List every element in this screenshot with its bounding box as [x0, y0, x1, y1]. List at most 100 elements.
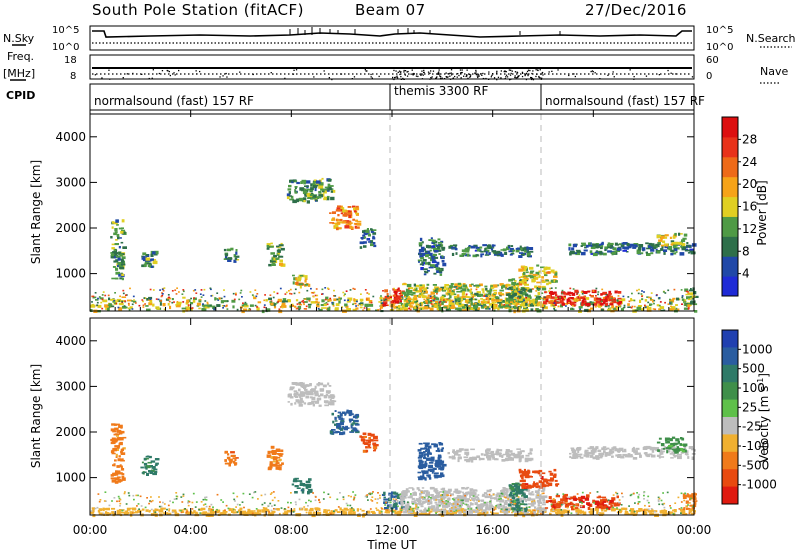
- scatter-cell-18: [691, 297, 694, 300]
- scatter-cell-10: [488, 291, 492, 294]
- scatter-cell-16: [648, 242, 652, 246]
- scatter-cell-10: [407, 490, 410, 493]
- scatter-cell-5: [308, 490, 313, 493]
- scatter-cell-0: [494, 512, 499, 515]
- scatter-cell-16: [611, 251, 616, 255]
- ground-scatter-cell: [293, 292, 296, 295]
- scatter-cell-10: [506, 509, 511, 512]
- velocity-marks: [90, 382, 698, 518]
- scatter-cell-15: [480, 457, 485, 461]
- scatter-cell-17: [660, 443, 665, 447]
- nave-dot: [590, 70, 592, 73]
- ground-scatter-cell: [690, 297, 693, 300]
- nave-dot: [504, 70, 506, 72]
- scatter-cell-2: [144, 471, 147, 473]
- ground-scatter-cell: [285, 291, 288, 294]
- scatter-cell-16: [629, 243, 634, 247]
- ground-scatter-cell: [593, 502, 595, 504]
- scatter-cell-16: [570, 447, 575, 450]
- scatter-cell-10: [530, 498, 536, 501]
- scatter-cell-5: [294, 491, 298, 494]
- ground-scatter-cell: [212, 509, 214, 511]
- ground-scatter-cell: [630, 493, 633, 496]
- scatter-cell-4: [269, 245, 274, 248]
- scatter-cell-0: [647, 510, 653, 513]
- nave-dot: [475, 73, 478, 76]
- scatter-cell-1: [118, 444, 121, 448]
- nave-dot: [667, 69, 669, 72]
- scatter-cell-4: [277, 257, 280, 260]
- scatter-cell-10: [458, 511, 462, 514]
- scatter-cell-6: [306, 192, 311, 196]
- ground-scatter-cell: [159, 501, 161, 503]
- ground-scatter-cell: [278, 308, 281, 310]
- scatter-cell-6: [312, 194, 317, 199]
- scatter-cell-11: [440, 448, 444, 452]
- scatter-cell-0: [330, 510, 333, 513]
- scatter-cell-11: [436, 465, 441, 468]
- scatter-cell-1: [111, 437, 116, 441]
- scatter-cell-11: [433, 250, 439, 253]
- nave-dot: [529, 69, 531, 72]
- ground-scatter-cell: [92, 295, 95, 298]
- scatter-cell-10: [435, 287, 440, 290]
- ground-scatter-cell: [608, 294, 611, 296]
- scatter-cell-10: [432, 291, 435, 294]
- scatter-cell-10: [453, 501, 459, 505]
- scatter-cell-13: [616, 495, 619, 499]
- ground-scatter-cell: [644, 306, 647, 308]
- scatter-cell-4: [266, 243, 271, 247]
- scatter-cell-13: [586, 502, 591, 505]
- ground-scatter-cell: [101, 298, 104, 301]
- scatter-cell-10: [461, 487, 465, 490]
- scatter-cell-14: [548, 281, 552, 285]
- scatter-cell-17: [669, 236, 672, 239]
- scatter-cell-10: [490, 305, 493, 308]
- scatter-cell-0: [165, 298, 170, 301]
- scatter-cell-12: [525, 293, 529, 297]
- scatter-cell-17: [672, 242, 678, 244]
- ground-scatter-cell: [123, 305, 126, 307]
- ground-scatter-cell: [235, 293, 237, 296]
- ground-scatter-cell: [326, 303, 329, 306]
- scatter-cell-0: [294, 305, 297, 308]
- scatter-cell-1: [119, 277, 123, 280]
- scatter-cell-6: [293, 390, 298, 392]
- scatter-cell-2: [150, 460, 156, 463]
- scatter-cell-6: [311, 197, 316, 200]
- nave-dot: [514, 76, 516, 79]
- scatter-cell-10: [527, 303, 530, 307]
- scatter-cell-11: [437, 457, 441, 460]
- scatter-cell-11: [433, 244, 437, 247]
- scatter-cell-15: [496, 448, 499, 453]
- scatter-cell-0: [167, 303, 170, 306]
- scatter-cell-7: [355, 430, 360, 434]
- scatter-cell-7: [353, 209, 357, 212]
- scatter-cell-10: [407, 496, 412, 499]
- ground-scatter-cell: [632, 492, 635, 495]
- scatter-cell-15: [528, 247, 534, 251]
- scatter-cell-16: [569, 452, 572, 455]
- scatter-cell-10: [418, 496, 423, 499]
- scatter-cell-14: [527, 470, 531, 474]
- ground-scatter-cell: [658, 297, 661, 299]
- scatter-cell-10: [441, 289, 447, 292]
- ground-scatter-cell: [477, 494, 480, 496]
- scatter-cell-16: [611, 455, 614, 458]
- scatter-cell-11: [421, 261, 424, 265]
- ground-scatter-cell: [598, 512, 600, 514]
- nsky-trace: [92, 30, 692, 38]
- scatter-cell-13: [550, 296, 555, 299]
- ground-scatter-cell: [289, 288, 292, 291]
- scatter-cell-12: [522, 302, 528, 306]
- scatter-cell-0: [250, 510, 254, 514]
- scatter-cell-10: [507, 507, 511, 510]
- scatter-cell-2: [150, 253, 154, 257]
- scatter-cell-0: [231, 508, 234, 512]
- ground-scatter-cell: [345, 502, 348, 505]
- ground-scatter-cell: [188, 501, 191, 503]
- ground-scatter-cell: [446, 290, 449, 292]
- scatter-cell-0: [550, 303, 554, 307]
- scatter-cell-11: [425, 254, 429, 258]
- ground-scatter-cell: [271, 499, 274, 502]
